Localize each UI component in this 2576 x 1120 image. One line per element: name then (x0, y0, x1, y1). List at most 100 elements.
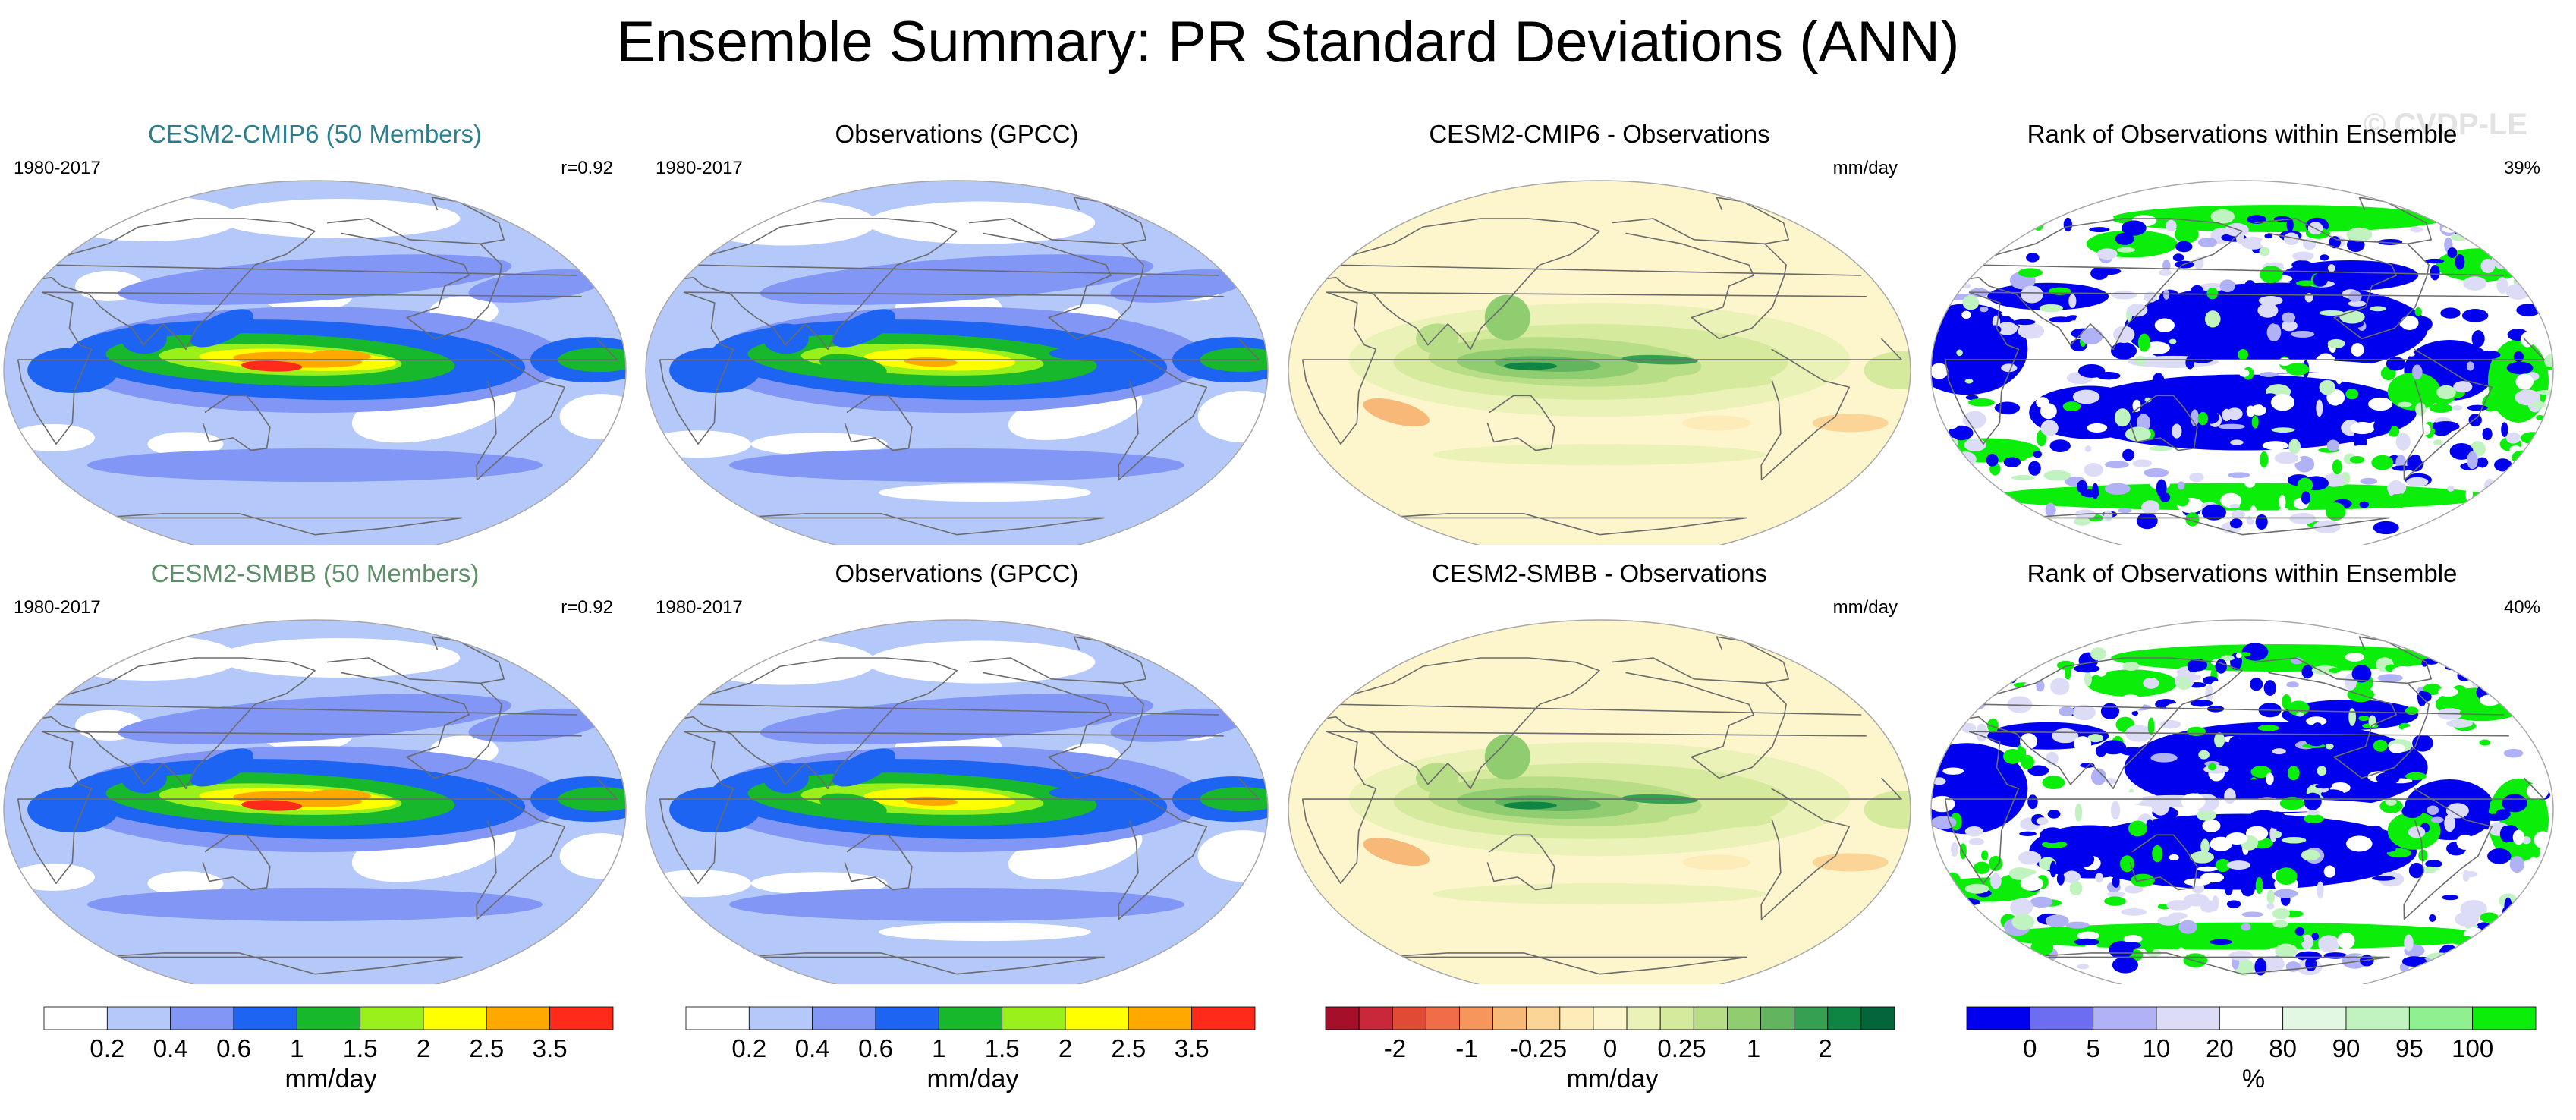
north-america-coastline (2254, 218, 2430, 340)
colorbar-tick-label: 2 (417, 1034, 430, 1062)
south-america-coastline (2403, 788, 2493, 920)
map-diff-p23 (1288, 619, 1911, 984)
map-panel-p12: Observations (GPCC) 1980-2017 (642, 120, 1272, 545)
panel-title: Observations (GPCC) (835, 559, 1079, 587)
eurasia-coastline (676, 657, 1219, 790)
colorbar-swatch (2472, 1006, 2537, 1030)
std-colorbar: 0.2 0.4 0.6 1 1.5 2 2.5 3.5 mm/day (42, 1005, 619, 1112)
greenland-coastline (2358, 636, 2433, 684)
eurasia-coastline (34, 218, 577, 351)
colorbar-swatch (1325, 1006, 1360, 1030)
colorbar-tick-label: 3.5 (533, 1034, 568, 1062)
colorbar-tick-label: 2.5 (1111, 1034, 1146, 1062)
colorbar-tick-label: 1.5 (985, 1034, 1020, 1062)
colorbar-swatch (1966, 1006, 2030, 1030)
colorbar-swatch (1065, 1006, 1129, 1030)
colorbar-swatch (1191, 1006, 1256, 1030)
south-america-coastline (1760, 788, 1851, 920)
colorbar-swatch (748, 1006, 813, 1030)
colorbar-swatch (1392, 1006, 1426, 1030)
colorbar-swatch (423, 1006, 487, 1030)
greenland-coastline (1073, 197, 1147, 245)
panel-title: CESM2-CMIP6 - Observations (1429, 120, 1770, 148)
south-america-coastline (476, 348, 566, 481)
colorbar-swatch (1794, 1006, 1829, 1030)
panel-title: CESM2-CMIP6 (50 Members) (147, 120, 483, 148)
colorbar-swatch (1727, 1006, 1761, 1030)
north-america-coastline (327, 218, 502, 340)
unit-label: mm/day (1832, 597, 1898, 618)
colorbar-swatch (1626, 1006, 1661, 1030)
map-panel-p21: CESM2-SMBB (50 Members) 1980-2017 r=0.92 (0, 559, 630, 984)
colorbar-tick-label: 1 (290, 1034, 304, 1062)
map-obs_std-p12 (645, 180, 1269, 545)
colorbar-swatch (1492, 1006, 1527, 1030)
correlation-label: r=0.92 (561, 158, 613, 178)
colorbar-swatch (1358, 1006, 1393, 1030)
australia-coastline (1486, 834, 1555, 891)
colorbar-tick-label: 20 (2206, 1034, 2234, 1062)
colorbar-swatch (1593, 1006, 1628, 1030)
colorbar-tick-label: 10 (2143, 1034, 2171, 1062)
south-america-coastline (1760, 348, 1851, 481)
north-america-coastline (327, 657, 502, 779)
africa-coastline (17, 291, 618, 445)
colorbar-tick-label: 0.25 (1657, 1034, 1706, 1062)
colorbar-swatch (2029, 1006, 2094, 1030)
eurasia-coastline (1961, 657, 2505, 790)
africa-coastline (1301, 731, 1902, 885)
south-america-coastline (1118, 348, 1208, 481)
africa-coastline (659, 291, 1260, 445)
north-america-coastline (1612, 218, 1787, 340)
eurasia-coastline (1319, 218, 1862, 351)
colorbar-swatch (1559, 1006, 1594, 1030)
south-america-coastline (476, 788, 566, 920)
map-panel-p22: Observations (GPCC) 1980-2017 (642, 559, 1272, 984)
colorbar-tick-label: 2 (1818, 1034, 1832, 1062)
australia-coastline (2129, 395, 2198, 451)
map-model_std-p21 (3, 619, 627, 984)
colorbar-tick-label: 90 (2332, 1034, 2361, 1062)
eurasia-coastline (1961, 218, 2505, 351)
africa-coastline (1944, 291, 2545, 445)
greenland-coastline (1716, 636, 1790, 684)
panel-title: Rank of Observations within Ensemble (2027, 120, 2458, 148)
colorbar-unit: mm/day (1566, 1065, 1659, 1093)
colorbar-unit: % (2241, 1065, 2266, 1093)
colorbar-swatch (2282, 1006, 2347, 1030)
rank-percent-label: 39% (2503, 158, 2540, 178)
colorbar-unit: mm/day (285, 1065, 377, 1093)
antarctica-coastline (1378, 513, 1747, 545)
colorbar-tick-label: 0 (1603, 1034, 1617, 1062)
map-diff-p13 (1288, 180, 1911, 545)
australia-coastline (1486, 395, 1555, 451)
colorbar-tick-label: 5 (2086, 1034, 2099, 1062)
colorbar-tick-label: 0.4 (153, 1034, 188, 1062)
map-rank-p14 (1930, 180, 2554, 545)
panel-title: Observations (GPCC) (835, 120, 1079, 148)
panel-title: CESM2-SMBB - Observations (1432, 559, 1767, 587)
greenland-coastline (431, 636, 505, 684)
australia-coastline (202, 834, 271, 891)
north-america-coastline (1612, 657, 1787, 779)
greenland-coastline (1716, 197, 1790, 245)
map-model_std-p11 (3, 180, 627, 545)
map-outline (3, 619, 627, 984)
colorbar-tick-label: 0.4 (795, 1034, 830, 1062)
colorbar-swatch (2156, 1006, 2220, 1030)
colorbar-swatch (1526, 1006, 1561, 1030)
antarctica-coastline (1378, 952, 1747, 984)
rank-percent-label: 40% (2503, 597, 2540, 618)
colorbar-unit: mm/day (926, 1065, 1019, 1093)
colorbar-tick-label: 95 (2395, 1034, 2423, 1062)
watermark: © CVDP-LE (2363, 108, 2527, 141)
map-outline (1288, 619, 1911, 984)
colorbar-tick-label: -1 (1455, 1034, 1477, 1062)
australia-coastline (844, 395, 913, 451)
colorbar-swatch (1827, 1006, 1862, 1030)
colorbar-swatch (812, 1006, 876, 1030)
colorbar-swatch (938, 1006, 1003, 1030)
colorbar-tick-label: 0.2 (731, 1034, 766, 1062)
map-outline (645, 619, 1269, 984)
colorbar-tick-label: 3.5 (1175, 1034, 1209, 1062)
